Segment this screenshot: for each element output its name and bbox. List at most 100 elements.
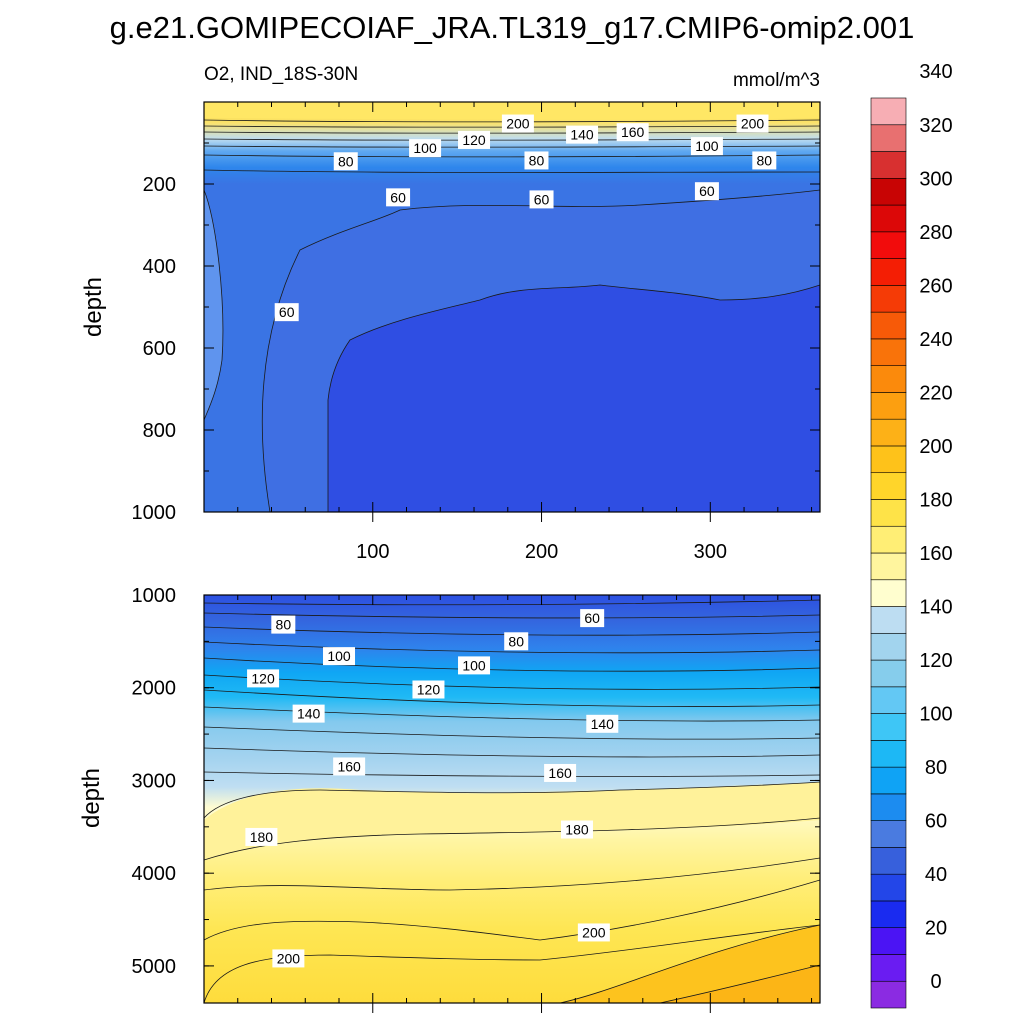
contour-line <box>203 657 821 672</box>
colorbar-tick-label: 280 <box>919 222 952 244</box>
contour-line <box>559 924 821 1004</box>
colorbar-box <box>870 793 907 821</box>
colorbar-box <box>870 740 907 768</box>
contour-label: 100 <box>323 647 356 666</box>
contour-label-text: 180 <box>565 822 589 838</box>
contour-line <box>203 771 821 777</box>
contour-label-bg <box>544 763 577 782</box>
contour-line <box>203 189 224 421</box>
contour-label-text: 60 <box>534 191 550 207</box>
contour-label-text: 100 <box>695 138 719 154</box>
contour-label: 80 <box>504 632 529 651</box>
colorbar-box <box>870 847 907 875</box>
contour-label-text: 100 <box>413 140 437 156</box>
colorbar-box <box>870 151 907 179</box>
contour-label-bg <box>333 757 366 776</box>
contour-label-text: 140 <box>591 716 615 732</box>
contour-line <box>261 189 821 513</box>
y-tick-label: 800 <box>143 420 176 442</box>
contour-label-text: 160 <box>548 765 572 781</box>
contour-label: 100 <box>409 139 442 158</box>
lower-region-west-shelf <box>204 782 820 860</box>
contour-label-bg <box>586 714 619 733</box>
contour-label: 120 <box>458 130 491 149</box>
colorbar-tick-label: 60 <box>925 811 947 833</box>
contour-label-bg <box>690 137 723 156</box>
contour-label: 120 <box>247 669 280 688</box>
lower-panel-frame <box>203 594 821 1004</box>
colorbar-box <box>870 97 907 126</box>
contour-label-bg <box>333 152 358 171</box>
colorbar-tick-label: 220 <box>919 382 952 404</box>
contour-label-bg <box>501 114 534 133</box>
contour-label-text: 200 <box>506 116 530 132</box>
colorbar-box <box>870 392 907 420</box>
contour-label-text: 180 <box>250 829 274 845</box>
colorbar-box <box>870 472 907 500</box>
colorbar-box <box>870 204 907 233</box>
contour-line <box>327 284 821 512</box>
y-tick-label: 1000 <box>132 502 177 524</box>
contour-label: 60 <box>274 303 299 322</box>
contour-label-bg <box>504 632 529 651</box>
contour-label-bg <box>412 680 445 699</box>
colorbar-box <box>870 177 907 206</box>
colorbar-box <box>870 231 907 259</box>
contour-line <box>203 145 821 148</box>
contour-label-text: 120 <box>462 132 486 148</box>
colorbar-tick-label: 240 <box>919 329 952 351</box>
contour-label: 140 <box>292 704 325 723</box>
contour-label-text: 140 <box>297 706 321 722</box>
contour-label-text: 60 <box>390 189 406 205</box>
lower-ylabel: depth <box>78 768 105 828</box>
contour-label-bg <box>524 151 549 170</box>
contour-label-text: 200 <box>277 950 301 966</box>
contour-label-text: 60 <box>699 183 715 199</box>
x-tick-label: 100 <box>356 541 389 563</box>
contour-label: 80 <box>271 615 296 634</box>
contour-label: 100 <box>458 656 491 675</box>
contour-line <box>203 781 821 819</box>
contour-line <box>203 706 821 722</box>
colorbar-box <box>870 445 907 474</box>
colorbar-box <box>870 980 907 1009</box>
contour-label-bg <box>566 125 599 144</box>
contour-label: 200 <box>736 114 769 133</box>
colorbar-box <box>870 579 907 607</box>
colorbar-box <box>870 285 907 313</box>
contour-label-bg <box>245 827 278 846</box>
contour-label: 180 <box>560 820 593 839</box>
colorbar-box <box>870 659 907 688</box>
contour-label-bg <box>616 123 649 142</box>
contour-label: 60 <box>580 609 605 628</box>
y-tick-label: 1000 <box>132 585 177 607</box>
colorbar-tick-label: 100 <box>919 704 952 726</box>
contour-line <box>203 169 821 173</box>
contour-label-bg <box>458 130 491 149</box>
upper-region-west-boundary <box>204 190 223 420</box>
contour-label-bg <box>736 114 769 133</box>
colorbar: 0 20 40 60 80 100 120 140 160 180 200 220 240 260 280 3… <box>870 61 953 1009</box>
colorbar-tick-label: 300 <box>919 168 952 190</box>
colorbar-tick-label: 200 <box>919 436 952 458</box>
contour-label-bg <box>271 615 296 634</box>
contour-label: 180 <box>245 827 278 846</box>
contour-line <box>659 964 821 1004</box>
colorbar-box <box>870 525 907 554</box>
contour-label: 200 <box>577 923 610 942</box>
contour-line <box>203 879 821 941</box>
contour-label: 60 <box>386 188 411 207</box>
contour-label: 140 <box>586 714 619 733</box>
contour-label-text: 80 <box>529 152 545 168</box>
contour-line <box>203 726 821 740</box>
colorbar-box <box>870 124 907 152</box>
contour-label-bg <box>272 949 305 968</box>
colorbar-tick-label: 120 <box>919 650 952 672</box>
contour-label: 60 <box>529 190 554 209</box>
contour-line <box>203 689 821 707</box>
contour-label-bg <box>752 151 777 170</box>
colorbar-box <box>870 873 907 902</box>
contour-label-text: 120 <box>417 682 441 698</box>
colorbar-box <box>870 499 907 527</box>
colorbar-box <box>870 927 907 955</box>
